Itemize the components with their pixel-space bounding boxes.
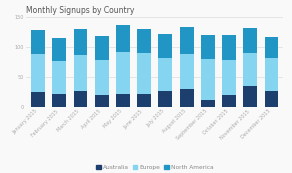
Bar (137, 29, 151, 53)
Bar (180, 54, 194, 89)
Bar (31, 30, 45, 54)
Bar (116, 94, 130, 107)
Bar (159, 34, 172, 58)
Bar (95, 37, 109, 61)
Bar (74, 91, 87, 107)
Bar (222, 61, 236, 95)
Bar (222, 95, 236, 107)
Bar (116, 25, 130, 52)
Bar (137, 94, 151, 107)
Bar (31, 54, 45, 92)
Bar (74, 29, 87, 55)
Bar (201, 35, 215, 59)
Bar (201, 59, 215, 100)
Bar (180, 28, 194, 54)
Bar (265, 58, 279, 91)
Text: Monthly Signups by Country: Monthly Signups by Country (26, 6, 135, 15)
Bar (265, 91, 279, 107)
Bar (222, 35, 236, 61)
Bar (159, 58, 172, 91)
Bar (180, 89, 194, 107)
Legend: Australia, Europe, North America: Australia, Europe, North America (94, 162, 216, 172)
Bar (52, 94, 66, 107)
Bar (95, 61, 109, 95)
Bar (244, 53, 257, 86)
Bar (137, 53, 151, 94)
Bar (95, 95, 109, 107)
Bar (159, 91, 172, 107)
Bar (52, 38, 66, 61)
Bar (52, 61, 66, 94)
Bar (244, 86, 257, 107)
Bar (244, 28, 257, 53)
Bar (201, 100, 215, 107)
Bar (116, 52, 130, 94)
Bar (74, 55, 87, 91)
Bar (265, 37, 279, 58)
Bar (31, 92, 45, 107)
